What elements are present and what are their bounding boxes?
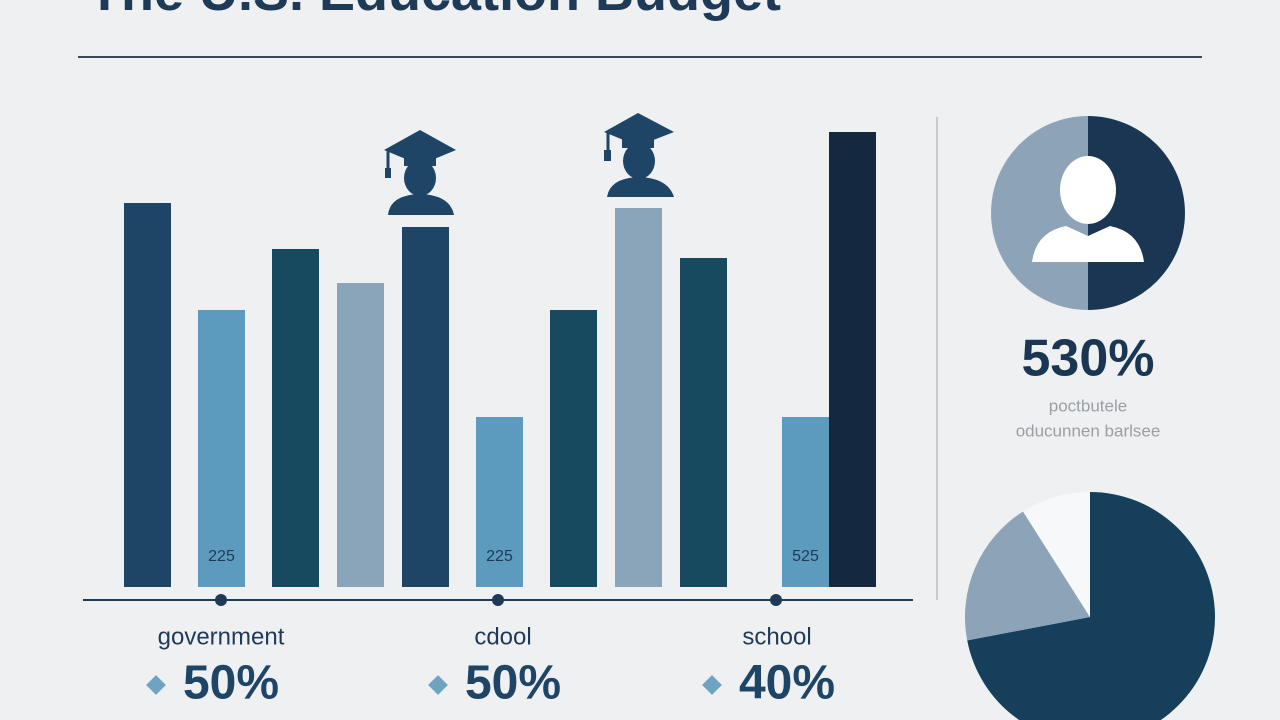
title: The U.S. Education Budget bbox=[88, 0, 781, 22]
stat-icon bbox=[702, 675, 722, 695]
axis-dots bbox=[215, 594, 782, 606]
stats: government 50% cdool 50% school 40% bbox=[146, 623, 835, 710]
person-icon bbox=[1032, 156, 1144, 262]
pie-slice bbox=[965, 511, 1090, 641]
dot bbox=[492, 594, 504, 606]
bar bbox=[476, 417, 523, 587]
bar bbox=[550, 310, 597, 587]
bar bbox=[337, 283, 384, 587]
stat-label: school bbox=[742, 623, 811, 650]
pie-slice bbox=[1023, 492, 1090, 617]
stat-value: 50% bbox=[465, 657, 561, 710]
stat-label: cdool bbox=[474, 623, 531, 650]
stat-icon bbox=[428, 675, 448, 695]
bar bbox=[615, 208, 662, 587]
stat-value: 40% bbox=[739, 657, 835, 710]
dot bbox=[770, 594, 782, 606]
stat-value: 50% bbox=[183, 657, 279, 710]
dot bbox=[215, 594, 227, 606]
bar bbox=[272, 249, 319, 587]
bar-inner-label: 525 bbox=[792, 548, 819, 565]
pie-slice bbox=[967, 492, 1215, 720]
bar-layer: 225 225 525 bbox=[124, 132, 876, 587]
bar bbox=[198, 310, 245, 587]
bar bbox=[782, 417, 829, 587]
highlight-value: 530% bbox=[1022, 330, 1155, 388]
highlight-caption: oducunnen barlsee bbox=[1016, 421, 1161, 440]
bar bbox=[829, 132, 876, 587]
grad-cap-icon bbox=[604, 113, 674, 197]
bar bbox=[124, 203, 171, 587]
stat-label: government bbox=[158, 623, 285, 650]
bar bbox=[680, 258, 727, 587]
bar-inner-label: 225 bbox=[208, 548, 235, 565]
bar-inner-label: 225 bbox=[486, 548, 513, 565]
highlight-caption: poctbutele bbox=[1049, 396, 1127, 415]
grad-cap-icon bbox=[384, 130, 456, 215]
bar bbox=[402, 227, 449, 587]
